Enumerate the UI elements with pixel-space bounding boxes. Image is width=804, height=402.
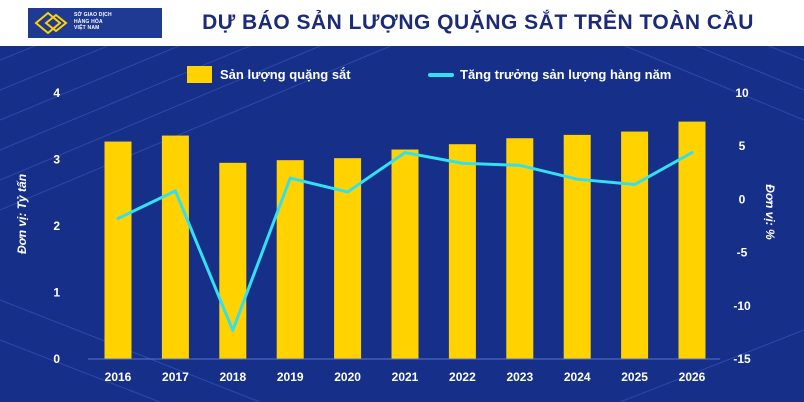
bar-2021 bbox=[391, 149, 419, 359]
growth-point-2017 bbox=[173, 189, 177, 193]
growth-point-2020 bbox=[346, 190, 350, 194]
y-left-tick-2: 2 bbox=[53, 219, 60, 233]
legend-bar-swatch bbox=[187, 66, 212, 83]
x-tick-2019: 2019 bbox=[277, 370, 304, 384]
bar-2024 bbox=[563, 134, 591, 359]
logo-mark-icon bbox=[34, 11, 68, 35]
x-tick-2018: 2018 bbox=[219, 370, 246, 384]
growth-point-2024 bbox=[575, 177, 579, 181]
logo-line-1: SỞ GIAO DỊCH bbox=[74, 12, 112, 18]
y-left-tick-1: 1 bbox=[53, 286, 60, 300]
bar-2026 bbox=[678, 121, 706, 359]
growth-point-2025 bbox=[633, 183, 637, 187]
bar-2019 bbox=[276, 160, 304, 359]
growth-point-2016 bbox=[116, 217, 120, 221]
bar-2017 bbox=[161, 135, 189, 359]
x-tick-2023: 2023 bbox=[506, 370, 533, 384]
growth-point-2019 bbox=[288, 176, 292, 180]
growth-point-2022 bbox=[460, 161, 464, 165]
legend-line-label: Tăng trưởng sản lượng hàng năm bbox=[460, 67, 672, 82]
y-left-tick-3: 3 bbox=[53, 153, 60, 167]
growth-point-2023 bbox=[518, 163, 522, 167]
logo-text: SỞ GIAO DỊCH HÀNG HÓA VIỆT NAM bbox=[74, 12, 160, 32]
x-tick-2026: 2026 bbox=[679, 370, 706, 384]
y-right-tick-10: 10 bbox=[735, 86, 749, 100]
y-right-tick-5: 5 bbox=[739, 139, 746, 153]
bar-2025 bbox=[621, 131, 649, 359]
y-right-tick--10: -10 bbox=[733, 299, 751, 313]
bar-2022 bbox=[448, 144, 476, 359]
header-banner: SỞ GIAO DỊCH HÀNG HÓA VIỆT NAM DỰ BÁO SẢ… bbox=[0, 0, 804, 46]
legend-line-swatch bbox=[428, 73, 454, 77]
chart-title: DỰ BÁO SẢN LƯỢNG QUẶNG SẮT TRÊN TOÀN CẦU bbox=[202, 11, 754, 34]
bar-2016 bbox=[104, 141, 132, 359]
x-tick-2020: 2020 bbox=[334, 370, 361, 384]
x-tick-2016: 2016 bbox=[105, 370, 132, 384]
y-left-tick-0: 0 bbox=[53, 352, 60, 366]
x-tick-2024: 2024 bbox=[564, 370, 591, 384]
x-tick-2025: 2025 bbox=[621, 370, 648, 384]
x-tick-2017: 2017 bbox=[162, 370, 189, 384]
legend-bar-label: Sản lượng quặng sắt bbox=[220, 67, 351, 82]
y-right-tick--5: -5 bbox=[737, 246, 748, 260]
growth-point-2021 bbox=[403, 151, 407, 155]
growth-point-2026 bbox=[690, 151, 694, 155]
logo-line-2: HÀNG HÓA bbox=[74, 18, 103, 25]
y-right-tick--15: -15 bbox=[733, 352, 751, 366]
bar-2023 bbox=[506, 138, 534, 359]
x-tick-2022: 2022 bbox=[449, 370, 476, 384]
y-left-tick-4: 4 bbox=[53, 86, 60, 100]
y-right-tick-0: 0 bbox=[739, 192, 746, 206]
logo: SỞ GIAO DỊCH HÀNG HÓA VIỆT NAM bbox=[28, 8, 162, 38]
logo-line-3: VIỆT NAM bbox=[74, 25, 100, 31]
growth-point-2018 bbox=[231, 328, 235, 332]
x-tick-2021: 2021 bbox=[392, 370, 419, 384]
